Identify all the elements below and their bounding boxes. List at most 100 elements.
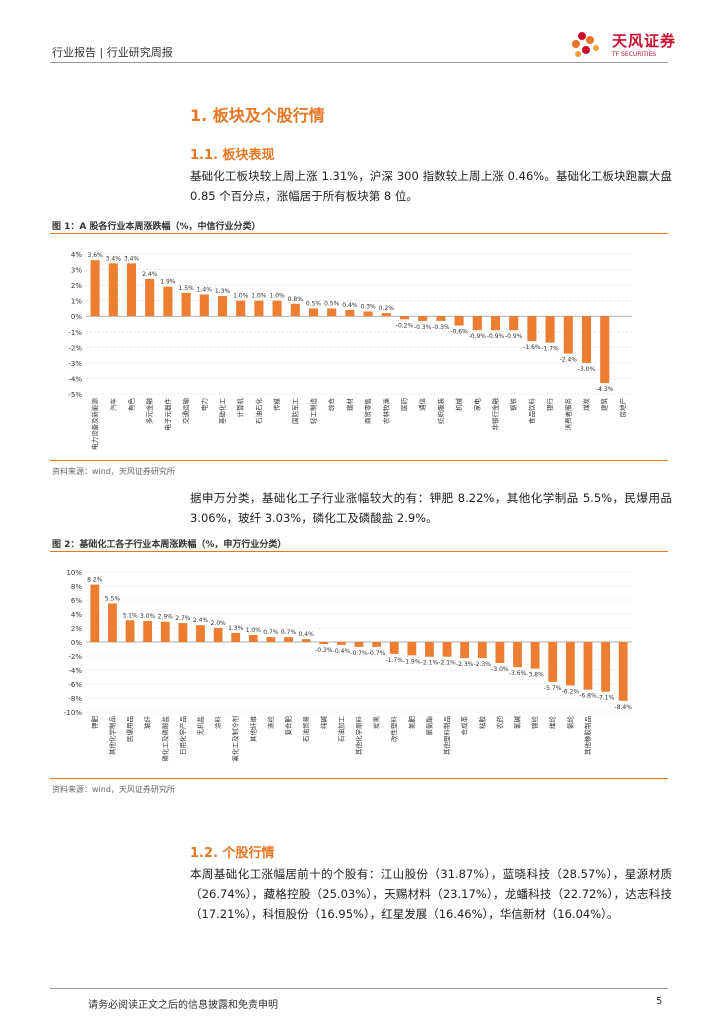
data-label: -0.7% (368, 650, 386, 657)
data-label: 1.4% (197, 286, 213, 293)
header-divider (50, 62, 668, 63)
category-label: 国防军工 (290, 398, 299, 425)
data-label: 2.4% (142, 271, 158, 278)
category-label: 其他橡胶制品 (583, 716, 592, 755)
bar (454, 316, 464, 326)
bar (583, 642, 593, 690)
bar (527, 316, 537, 342)
category-label: 复合肥 (284, 716, 293, 736)
data-label: 1.5% (178, 285, 194, 292)
category-label: 其他塑料制品 (442, 716, 451, 755)
y-tick-label: 1% (71, 298, 82, 306)
bar (248, 635, 258, 642)
category-label: 无机盐 (195, 716, 204, 736)
y-tick-label: -3% (68, 360, 82, 368)
disclaimer-note: 请务必阅读正文之后的信息披露和免责申明 (88, 1000, 278, 1011)
category-label: 交通运输 (181, 398, 190, 425)
y-tick-label: 4% (71, 251, 82, 259)
bar (495, 642, 505, 663)
data-label: 2.0% (210, 620, 226, 627)
bar (181, 292, 191, 317)
category-label: 银行 (545, 397, 554, 411)
figure1-top-rule (50, 233, 668, 234)
category-label: 磷化工及磷酸盐 (160, 716, 169, 762)
data-label: 2.4% (193, 617, 209, 624)
data-label: -3.0% (491, 666, 509, 673)
data-label: -0.3% (432, 324, 450, 331)
bar (301, 639, 311, 642)
data-label: -0.3% (414, 324, 432, 331)
data-label: 0.7% (281, 629, 297, 636)
category-label: 房地产 (618, 398, 627, 418)
category-label: 医药 (400, 398, 409, 412)
sector-performance-text: 基础化工板块较上周上涨 1.31%，沪深 300 指数较上周上涨 0.46%。基… (190, 169, 672, 203)
category-label: 其他纤维 (248, 716, 257, 743)
bar (389, 642, 399, 654)
bar (178, 623, 188, 642)
category-label: 日用化学产品 (178, 716, 187, 755)
bar (354, 642, 364, 647)
y-tick-label: 2% (71, 625, 82, 633)
bar (618, 642, 628, 701)
data-label: 0.4% (299, 631, 315, 638)
subsection-title-sector: 1.1. 板块表现 (190, 148, 275, 163)
bar (399, 316, 410, 320)
bar (272, 300, 282, 317)
data-label: -7.1% (597, 695, 615, 702)
category-label: 钾肥 (90, 716, 99, 730)
bar (126, 263, 137, 317)
category-label: 维纶 (548, 716, 557, 730)
category-label: 电力设备及新能源 (90, 398, 99, 451)
category-label: 聚氨酯 (424, 716, 433, 736)
figure2-top-rule (50, 551, 668, 552)
category-label: 电子元器件 (163, 398, 172, 431)
category-label: 农林牧渔 (381, 398, 390, 425)
category-label: 汽车 (108, 398, 117, 412)
data-label: -2.3% (474, 661, 492, 668)
bar (327, 308, 337, 317)
category-label: 轻工制造 (309, 398, 318, 425)
bar (563, 316, 573, 354)
data-label: 0.7% (263, 629, 279, 636)
y-tick-label: 2% (71, 282, 82, 290)
data-label: 1.9% (160, 279, 176, 286)
data-label: 0.3% (360, 304, 376, 311)
data-label: 2.9% (158, 614, 174, 621)
data-label: -1.7% (541, 346, 559, 353)
tf-logo-icon (572, 32, 599, 57)
bar (199, 294, 209, 317)
section-title: 1. 板块及个股行情 (190, 106, 325, 125)
data-label: -1.6% (523, 344, 541, 351)
y-tick-label: -4% (68, 667, 82, 675)
y-tick-label: 3% (71, 267, 82, 275)
category-label: 锦纶 (530, 716, 539, 730)
data-label: 1.0% (246, 627, 262, 634)
bar (143, 621, 153, 642)
category-label: 氨纶 (565, 716, 574, 730)
y-tick-label: -1% (68, 329, 82, 337)
data-label: 1.3% (228, 625, 244, 632)
data-label: -2.1% (421, 660, 439, 667)
bar (418, 316, 428, 321)
category-label: 家电 (472, 398, 481, 412)
y-tick-label: 6% (71, 597, 82, 605)
bar (442, 642, 452, 657)
y-tick-label: -2% (68, 653, 82, 661)
bar (477, 642, 487, 659)
data-label: -1.7% (386, 657, 404, 664)
y-tick-label: 10% (66, 569, 82, 577)
bar (372, 642, 382, 647)
bar (308, 308, 319, 317)
bar (125, 620, 135, 642)
data-label: 1.3% (215, 288, 231, 295)
bar (90, 260, 100, 317)
bar (196, 625, 205, 642)
category-label: 氮肥 (407, 716, 416, 730)
logo-brand-en: TF SECURITIES (612, 51, 657, 58)
figure2-source: 资料来源：wind，天风证券研究所 (52, 785, 175, 794)
report-category: 行业报告 | 行业研究周报 (52, 46, 173, 59)
y-tick-label: -4% (68, 375, 82, 383)
bar (600, 316, 610, 384)
y-tick-label: 4% (71, 611, 82, 619)
bar (290, 303, 300, 317)
